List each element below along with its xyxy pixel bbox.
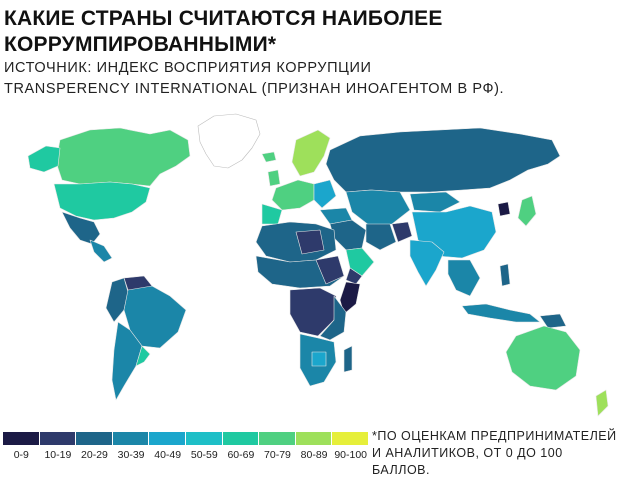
title-line-1: КАКИЕ СТРАНЫ СЧИТАЮТСЯ НАИБОЛЕЕ — [4, 7, 443, 30]
legend-label: 60-69 — [227, 449, 255, 461]
region-australia — [505, 325, 581, 391]
region-usa — [53, 181, 151, 221]
footnote-line-2: И АНАЛИТИКОВ, ОТ 0 ДО 100 БАЛЛОВ. — [372, 446, 563, 477]
region-mongolia — [409, 191, 461, 213]
source-line-1: ИСТОЧНИК: ИНДЕКС ВОСПРИЯТИЯ КОРРУПЦИИ — [4, 60, 372, 76]
legend-label: 40-49 — [154, 449, 182, 461]
region-north-korea — [497, 201, 511, 217]
region-gulf — [345, 247, 375, 277]
legend-swatch — [295, 432, 332, 445]
legend-swatch — [3, 432, 39, 445]
region-central-africa — [289, 287, 337, 337]
region-central-america — [89, 239, 113, 263]
legend-label: 30-39 — [117, 449, 145, 461]
legend-swatch — [186, 432, 222, 445]
map-title: КАКИЕ СТРАНЫ СЧИТАЮТСЯ НАИБОЛЕЕ КОРРУМПИ… — [4, 6, 604, 58]
region-sudan — [315, 255, 345, 285]
region-russia — [325, 127, 561, 193]
legend-label: 90-100 — [334, 449, 368, 461]
legend-label: 50-59 — [190, 449, 218, 461]
region-brazil — [123, 285, 187, 349]
region-iceland — [261, 151, 277, 163]
legend-label: 20-29 — [81, 449, 108, 461]
region-eastern-europe — [313, 179, 337, 209]
world-map — [27, 113, 609, 417]
region-new-zealand — [595, 389, 609, 417]
legend-swatch — [259, 432, 295, 445]
source-note: ИСТОЧНИК: ИНДЕКС ВОСПРИЯТИЯ КОРРУПЦИИ TR… — [4, 58, 614, 100]
legend-swatch — [149, 432, 185, 445]
region-southern-cone — [111, 321, 143, 401]
region-japan — [517, 195, 537, 227]
region-india — [409, 239, 445, 287]
footnote: *ПО ОЦЕНКАМ ПРЕДПРИНИМАТЕЛЕЙ И АНАЛИТИКО… — [372, 428, 622, 479]
region-libya — [295, 229, 325, 255]
region-chile-uruguay — [135, 345, 151, 367]
legend-swatch — [332, 432, 368, 445]
title-line-2: КОРРУМПИРОВАННЫМИ* — [4, 33, 277, 56]
region-uk — [267, 169, 281, 187]
region-western-europe — [271, 179, 315, 211]
legend-swatch — [112, 432, 149, 445]
region-indonesia — [461, 303, 541, 323]
region-canada — [55, 127, 191, 187]
region-afghanistan — [391, 221, 413, 243]
region-madagascar — [343, 345, 353, 373]
region-scandinavia — [291, 129, 331, 177]
legend-swatch — [222, 432, 259, 445]
region-mexico — [61, 211, 101, 245]
region-iran — [365, 223, 397, 251]
region-greenland — [197, 113, 261, 169]
legend-label: 0-9 — [13, 449, 29, 461]
region-east-africa — [319, 295, 347, 341]
legend-label: 70-79 — [264, 449, 291, 461]
region-central-asia — [345, 189, 411, 227]
region-png — [539, 313, 567, 329]
region-alaska — [27, 145, 61, 173]
legend: 0-9 10-19 20-29 30-39 40-49 50-59 60-69 70-79 80… — [3, 432, 369, 466]
region-somalia — [339, 281, 361, 315]
footnote-line-1: *ПО ОЦЕНКАМ ПРЕДПРИНИМАТЕЛЕЙ — [372, 429, 617, 443]
region-north-africa — [255, 221, 337, 263]
region-southeast-asia — [447, 259, 481, 297]
source-line-2: TRANSPERENCY INTERNATIONAL (ПРИЗНАН ИНОА… — [4, 81, 505, 97]
region-colombia-andes — [105, 277, 129, 323]
legend-label: 80-89 — [300, 449, 328, 461]
legend-swatch — [76, 432, 112, 445]
region-philippines — [499, 263, 511, 287]
region-botswana — [311, 351, 327, 367]
legend-label: 10-19 — [44, 449, 72, 461]
legend-swatch — [39, 432, 76, 445]
